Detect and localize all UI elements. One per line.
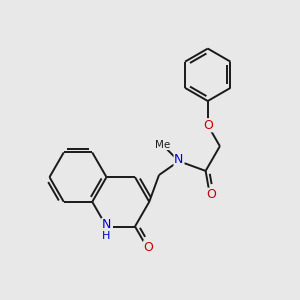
Text: N: N bbox=[174, 153, 184, 166]
Text: O: O bbox=[203, 119, 213, 132]
Text: H: H bbox=[101, 231, 110, 241]
Text: O: O bbox=[206, 188, 216, 201]
Text: N: N bbox=[102, 218, 111, 232]
Text: Me: Me bbox=[154, 140, 170, 149]
Text: O: O bbox=[144, 241, 154, 254]
